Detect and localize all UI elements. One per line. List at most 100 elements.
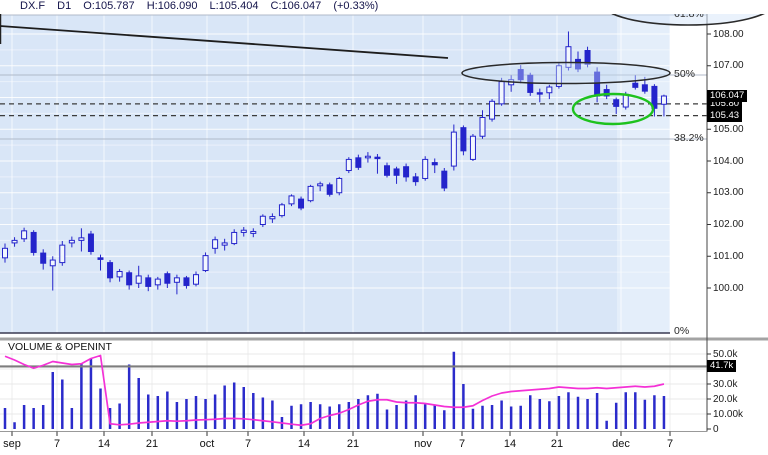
volume-bar xyxy=(22,405,26,429)
candle-up xyxy=(565,46,572,68)
candle-down xyxy=(575,58,581,70)
time-tick-label: 14 xyxy=(297,438,311,450)
volume-bar xyxy=(624,392,627,429)
volume-bar xyxy=(232,382,236,429)
candle-up xyxy=(422,158,429,179)
time-tick-label: 7 xyxy=(53,438,61,450)
candle-up xyxy=(193,274,199,285)
volume-bar xyxy=(404,400,408,429)
volume-tick-label: 50.0k xyxy=(713,348,738,360)
candle-up xyxy=(450,131,457,167)
candle-up xyxy=(546,86,553,94)
candle-up xyxy=(11,239,18,244)
candle-down xyxy=(107,262,114,279)
time-tick-label: 14 xyxy=(503,438,517,450)
volume-bar xyxy=(166,391,169,429)
candle-down xyxy=(97,257,104,260)
candle-up xyxy=(498,81,505,105)
volume-bar xyxy=(242,387,245,429)
candle-down xyxy=(651,85,658,109)
time-tick-label: 14 xyxy=(97,438,111,450)
volume-bar xyxy=(41,405,45,429)
candle-up xyxy=(78,237,85,241)
volume-bar xyxy=(61,379,64,429)
volume-bar xyxy=(223,385,226,429)
open-value: O:105.787 xyxy=(83,0,135,12)
volume-bar xyxy=(213,394,217,429)
candle-down xyxy=(374,156,381,160)
volume-bar xyxy=(662,396,666,429)
volume-bar xyxy=(634,392,637,429)
volume-tick-label: 30.0k xyxy=(713,378,738,390)
candle-up xyxy=(364,155,371,159)
volume-bar xyxy=(443,410,446,429)
trendline-annotation[interactable] xyxy=(0,25,449,59)
candle-up xyxy=(307,185,314,202)
ellipse-annotation-50[interactable] xyxy=(461,61,671,85)
candle-up xyxy=(259,215,266,225)
candle-down xyxy=(40,252,47,264)
volume-panel-title: VOLUME & OPENINT xyxy=(6,341,114,353)
time-tick-label: 21 xyxy=(550,438,564,450)
candle-up xyxy=(336,177,343,194)
volume-bar xyxy=(538,399,542,429)
volume-bar xyxy=(252,393,255,429)
candle-up xyxy=(250,230,257,234)
candle-up xyxy=(135,275,142,284)
recent-session-shade xyxy=(617,15,670,333)
candle-up xyxy=(240,229,247,233)
volume-bar xyxy=(347,402,351,429)
candle-up xyxy=(231,231,238,245)
time-tick-label: 7 xyxy=(244,438,252,450)
volume-bar xyxy=(500,400,503,429)
candle-up xyxy=(288,195,295,205)
candle-up xyxy=(202,255,209,272)
volume-bar xyxy=(605,420,608,429)
candle-down xyxy=(126,272,133,286)
candle-up xyxy=(59,244,66,264)
volume-bar xyxy=(261,397,265,429)
volume-bar xyxy=(643,399,647,429)
volume-bar xyxy=(357,399,360,429)
volume-tick-label: 20.0k xyxy=(713,393,738,405)
volume-bar xyxy=(318,404,322,429)
volume-bar xyxy=(452,351,456,429)
volume-bar xyxy=(653,395,656,429)
candle-down xyxy=(164,273,171,284)
low-value: L:105.404 xyxy=(209,0,259,12)
close-value: C:106.047 xyxy=(270,0,322,12)
candle-down xyxy=(441,170,448,189)
volume-bar xyxy=(156,396,160,429)
volume-bar xyxy=(338,404,341,429)
volume-tick-label: 10.00k xyxy=(713,408,744,420)
volume-bar xyxy=(299,404,303,429)
panel-separator xyxy=(0,337,768,341)
volume-bar xyxy=(586,399,589,429)
volume-bar xyxy=(51,372,54,429)
ellipse-annotation-green[interactable] xyxy=(571,92,655,126)
price-tick-label: 105.00 xyxy=(713,123,744,135)
candle-down xyxy=(326,184,333,195)
volume-bar xyxy=(99,388,102,429)
volume-bar xyxy=(567,392,570,429)
fib-label-50: 50% xyxy=(674,68,696,80)
volume-bar xyxy=(433,405,436,429)
candle-down xyxy=(613,99,620,107)
candle-up xyxy=(68,239,75,244)
candle-up xyxy=(116,270,123,278)
price-tick-label: 104.00 xyxy=(713,155,744,167)
change-percent: (+0.33%) xyxy=(333,0,379,12)
candle-down xyxy=(412,176,419,183)
time-tick-label: sep xyxy=(3,438,21,450)
volume-bar xyxy=(423,404,427,429)
candle-up xyxy=(173,277,180,283)
candle-up xyxy=(154,278,161,286)
volume-bar xyxy=(471,408,475,429)
candle-up xyxy=(49,259,56,267)
candle-up xyxy=(278,204,285,217)
candle-down xyxy=(641,84,648,92)
time-tick-label: 7 xyxy=(666,438,674,450)
volume-bar xyxy=(595,393,599,429)
